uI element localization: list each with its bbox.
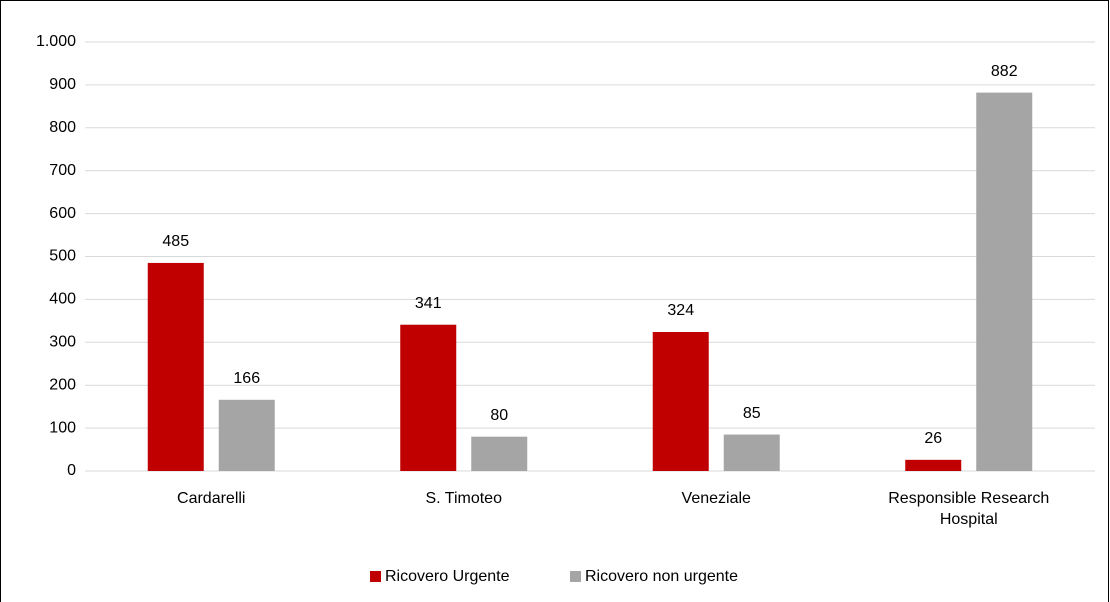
bar: [471, 436, 528, 471]
y-tick-label: 700: [49, 162, 76, 179]
data-label: 882: [991, 63, 1018, 80]
x-tick-label: Cardarelli: [177, 490, 246, 507]
x-tick-label: S. Timoteo: [425, 490, 502, 507]
y-tick-label: 1.000: [36, 33, 76, 50]
bar: [218, 399, 275, 471]
y-tick-label: 500: [49, 248, 76, 265]
data-label: 324: [667, 302, 694, 319]
bar: [905, 459, 962, 471]
data-label: 80: [490, 407, 508, 424]
legend-swatch: [570, 571, 581, 582]
y-tick-label: 0: [67, 462, 76, 479]
legend-label: Ricovero non urgente: [585, 568, 738, 585]
y-tick-label: 900: [49, 76, 76, 93]
y-tick-label: 100: [49, 419, 76, 436]
x-tick-label: Responsible Research Hospital: [888, 490, 1050, 528]
bar: [400, 324, 457, 471]
bar: [652, 332, 709, 471]
y-tick-label: 600: [49, 205, 76, 222]
x-tick-label: Veneziale: [681, 490, 751, 507]
y-tick-label: 400: [49, 291, 76, 308]
data-label: 26: [924, 430, 942, 447]
y-tick-label: 800: [49, 119, 76, 136]
y-tick-label: 300: [49, 334, 76, 351]
legend-swatch: [370, 571, 381, 582]
bar: [976, 92, 1033, 471]
y-tick-label: 200: [49, 376, 76, 393]
data-label: 341: [415, 295, 442, 312]
legend-label: Ricovero Urgente: [385, 568, 510, 585]
data-label: 485: [162, 233, 189, 250]
data-label: 166: [233, 370, 260, 387]
data-label: 85: [743, 405, 761, 422]
bar: [147, 262, 204, 471]
bar: [723, 434, 780, 471]
